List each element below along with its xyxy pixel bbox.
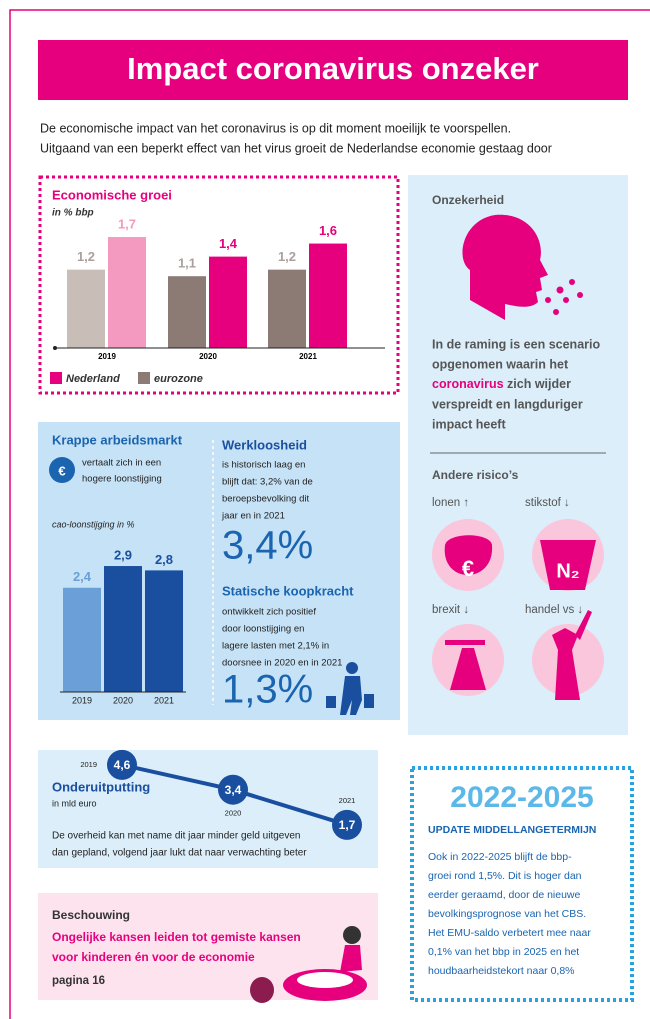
section-title: Werkloosheid <box>222 437 307 452</box>
section-text: beroepsbevolking dit <box>222 494 310 505</box>
scenario-line: verspreidt en langduriger <box>432 397 583 411</box>
infographic: Impact coronavirus onzeker De economische… <box>0 0 650 1019</box>
x-tick-label: 2019 <box>80 760 97 769</box>
chart-subtitle: in % bbp <box>52 208 94 219</box>
bar <box>63 588 101 692</box>
x-tick-label: 2020 <box>199 352 217 361</box>
section-text: door loonstijging en <box>222 624 304 635</box>
chart-note: De overheid kan met name dit jaar minder… <box>52 831 300 842</box>
value-label: 1,2 <box>278 249 296 264</box>
bar <box>168 276 206 348</box>
section-text: blijft dat: 3,2% van de <box>222 477 313 488</box>
scenario-line: impact heeft <box>432 417 506 431</box>
section-text: hogere loonstijging <box>82 474 162 485</box>
chart-subtitle: in mld euro <box>52 798 97 808</box>
update-text: Het EMU-saldo verbetert mee naar <box>428 927 591 939</box>
icon-label: € <box>58 463 65 478</box>
value-label: 1,2 <box>77 249 95 264</box>
section-title: Andere risico’s <box>432 468 519 482</box>
icon-label: N₂ <box>556 560 579 582</box>
legend-label: eurozone <box>154 373 203 385</box>
x-tick-label: 2021 <box>339 796 356 805</box>
value-label: 1,7 <box>118 216 136 231</box>
scenario-span: zich wijder <box>504 377 572 391</box>
chart-title: Onderuitputting <box>52 779 150 794</box>
value-label: 2,4 <box>73 569 92 584</box>
x-tick-label: 2020 <box>113 695 133 705</box>
section-text: is historisch laag en <box>222 460 305 471</box>
chart-subtitle: cao-loonstijging in % <box>52 519 135 529</box>
section-text: ontwikkelt zich positief <box>222 607 316 618</box>
value-label: 2,8 <box>155 552 173 567</box>
update-subtitle: UPDATE MIDDELLANGETERMIJN <box>428 824 596 836</box>
bar <box>309 244 347 348</box>
value-label: 1,7 <box>339 818 356 832</box>
intro-line: Uitgaand van een beperkt effect van het … <box>40 141 552 155</box>
update-text: 0,1% van het bbp in 2025 en het <box>428 946 579 958</box>
essay-headline: voor kinderen én voor de economie <box>52 950 255 964</box>
essay-headline: Ongelijke kansen leiden tot gemiste kans… <box>52 930 301 944</box>
legend-label: Nederland <box>66 373 120 385</box>
update-text: Ook in 2022-2025 blijft de bbp- <box>428 851 572 863</box>
chart-title: Economische groei <box>52 187 172 202</box>
risk-label: lonen ↑ <box>432 497 469 509</box>
legend-swatch <box>138 372 150 384</box>
x-tick-label: 2019 <box>72 695 92 705</box>
risk-label: handel vs ↓ <box>525 604 583 616</box>
section-title: Onzekerheid <box>432 193 504 207</box>
value-label: 3,4 <box>225 783 242 797</box>
section-text: jaar en in 2021 <box>221 511 285 522</box>
key-figure: 1,3% <box>222 668 313 712</box>
bar <box>104 566 142 692</box>
update-text: eerder geraamd, door de nieuwe <box>428 889 581 901</box>
value-label: 1,6 <box>319 223 337 238</box>
x-tick-label: 2019 <box>98 352 116 361</box>
scenario-line: coronavirus zich wijder <box>432 377 571 391</box>
update-text: groei rond 1,5%. Dit is hoger dan <box>428 870 582 882</box>
update-title: 2022-2025 <box>450 781 593 814</box>
x-tick-label: 2020 <box>225 809 242 818</box>
scenario-line: opgenomen waarin het <box>432 357 569 371</box>
value-label: 1,1 <box>178 256 196 271</box>
axis-origin <box>53 346 57 350</box>
bar <box>145 570 183 692</box>
risk-label: stikstof ↓ <box>525 497 570 509</box>
bar <box>108 237 146 348</box>
barrier-icon <box>445 640 485 645</box>
chart-note: dan gepland, volgend jaar lukt dat naar … <box>52 848 307 859</box>
update-text: bevolkingsprognose van het CBS. <box>428 908 586 920</box>
essay-kicker: Beschouwing <box>52 908 130 922</box>
title: Impact coronavirus onzeker <box>127 51 539 86</box>
icon-label: € <box>462 556 474 581</box>
key-figure: 3,4% <box>222 524 313 568</box>
bar <box>209 257 247 348</box>
x-tick-label: 2021 <box>154 695 174 705</box>
value-label: 1,4 <box>219 236 238 251</box>
update-text: houdbaarheidstekort naar 0,8% <box>428 965 575 977</box>
value-label: 4,6 <box>114 758 131 772</box>
value-label: 2,9 <box>114 547 132 562</box>
scenario-span: coronavirus <box>432 377 504 391</box>
bar <box>67 270 105 348</box>
section-text: vertaalt zich in een <box>82 458 161 469</box>
x-tick-label: 2021 <box>299 352 317 361</box>
section-text: lagere lasten met 2,1% in <box>222 641 329 652</box>
bar <box>268 270 306 348</box>
scenario-line: In de raming is een scenario <box>432 337 600 351</box>
legend-swatch <box>50 372 62 384</box>
section-title: Statische koopkracht <box>222 583 354 598</box>
essay-page: pagina 16 <box>52 975 105 987</box>
section-title: Krappe arbeidsmarkt <box>52 432 183 447</box>
risk-label: brexit ↓ <box>432 604 469 616</box>
intro-line: De economische impact van het coronaviru… <box>40 121 511 135</box>
